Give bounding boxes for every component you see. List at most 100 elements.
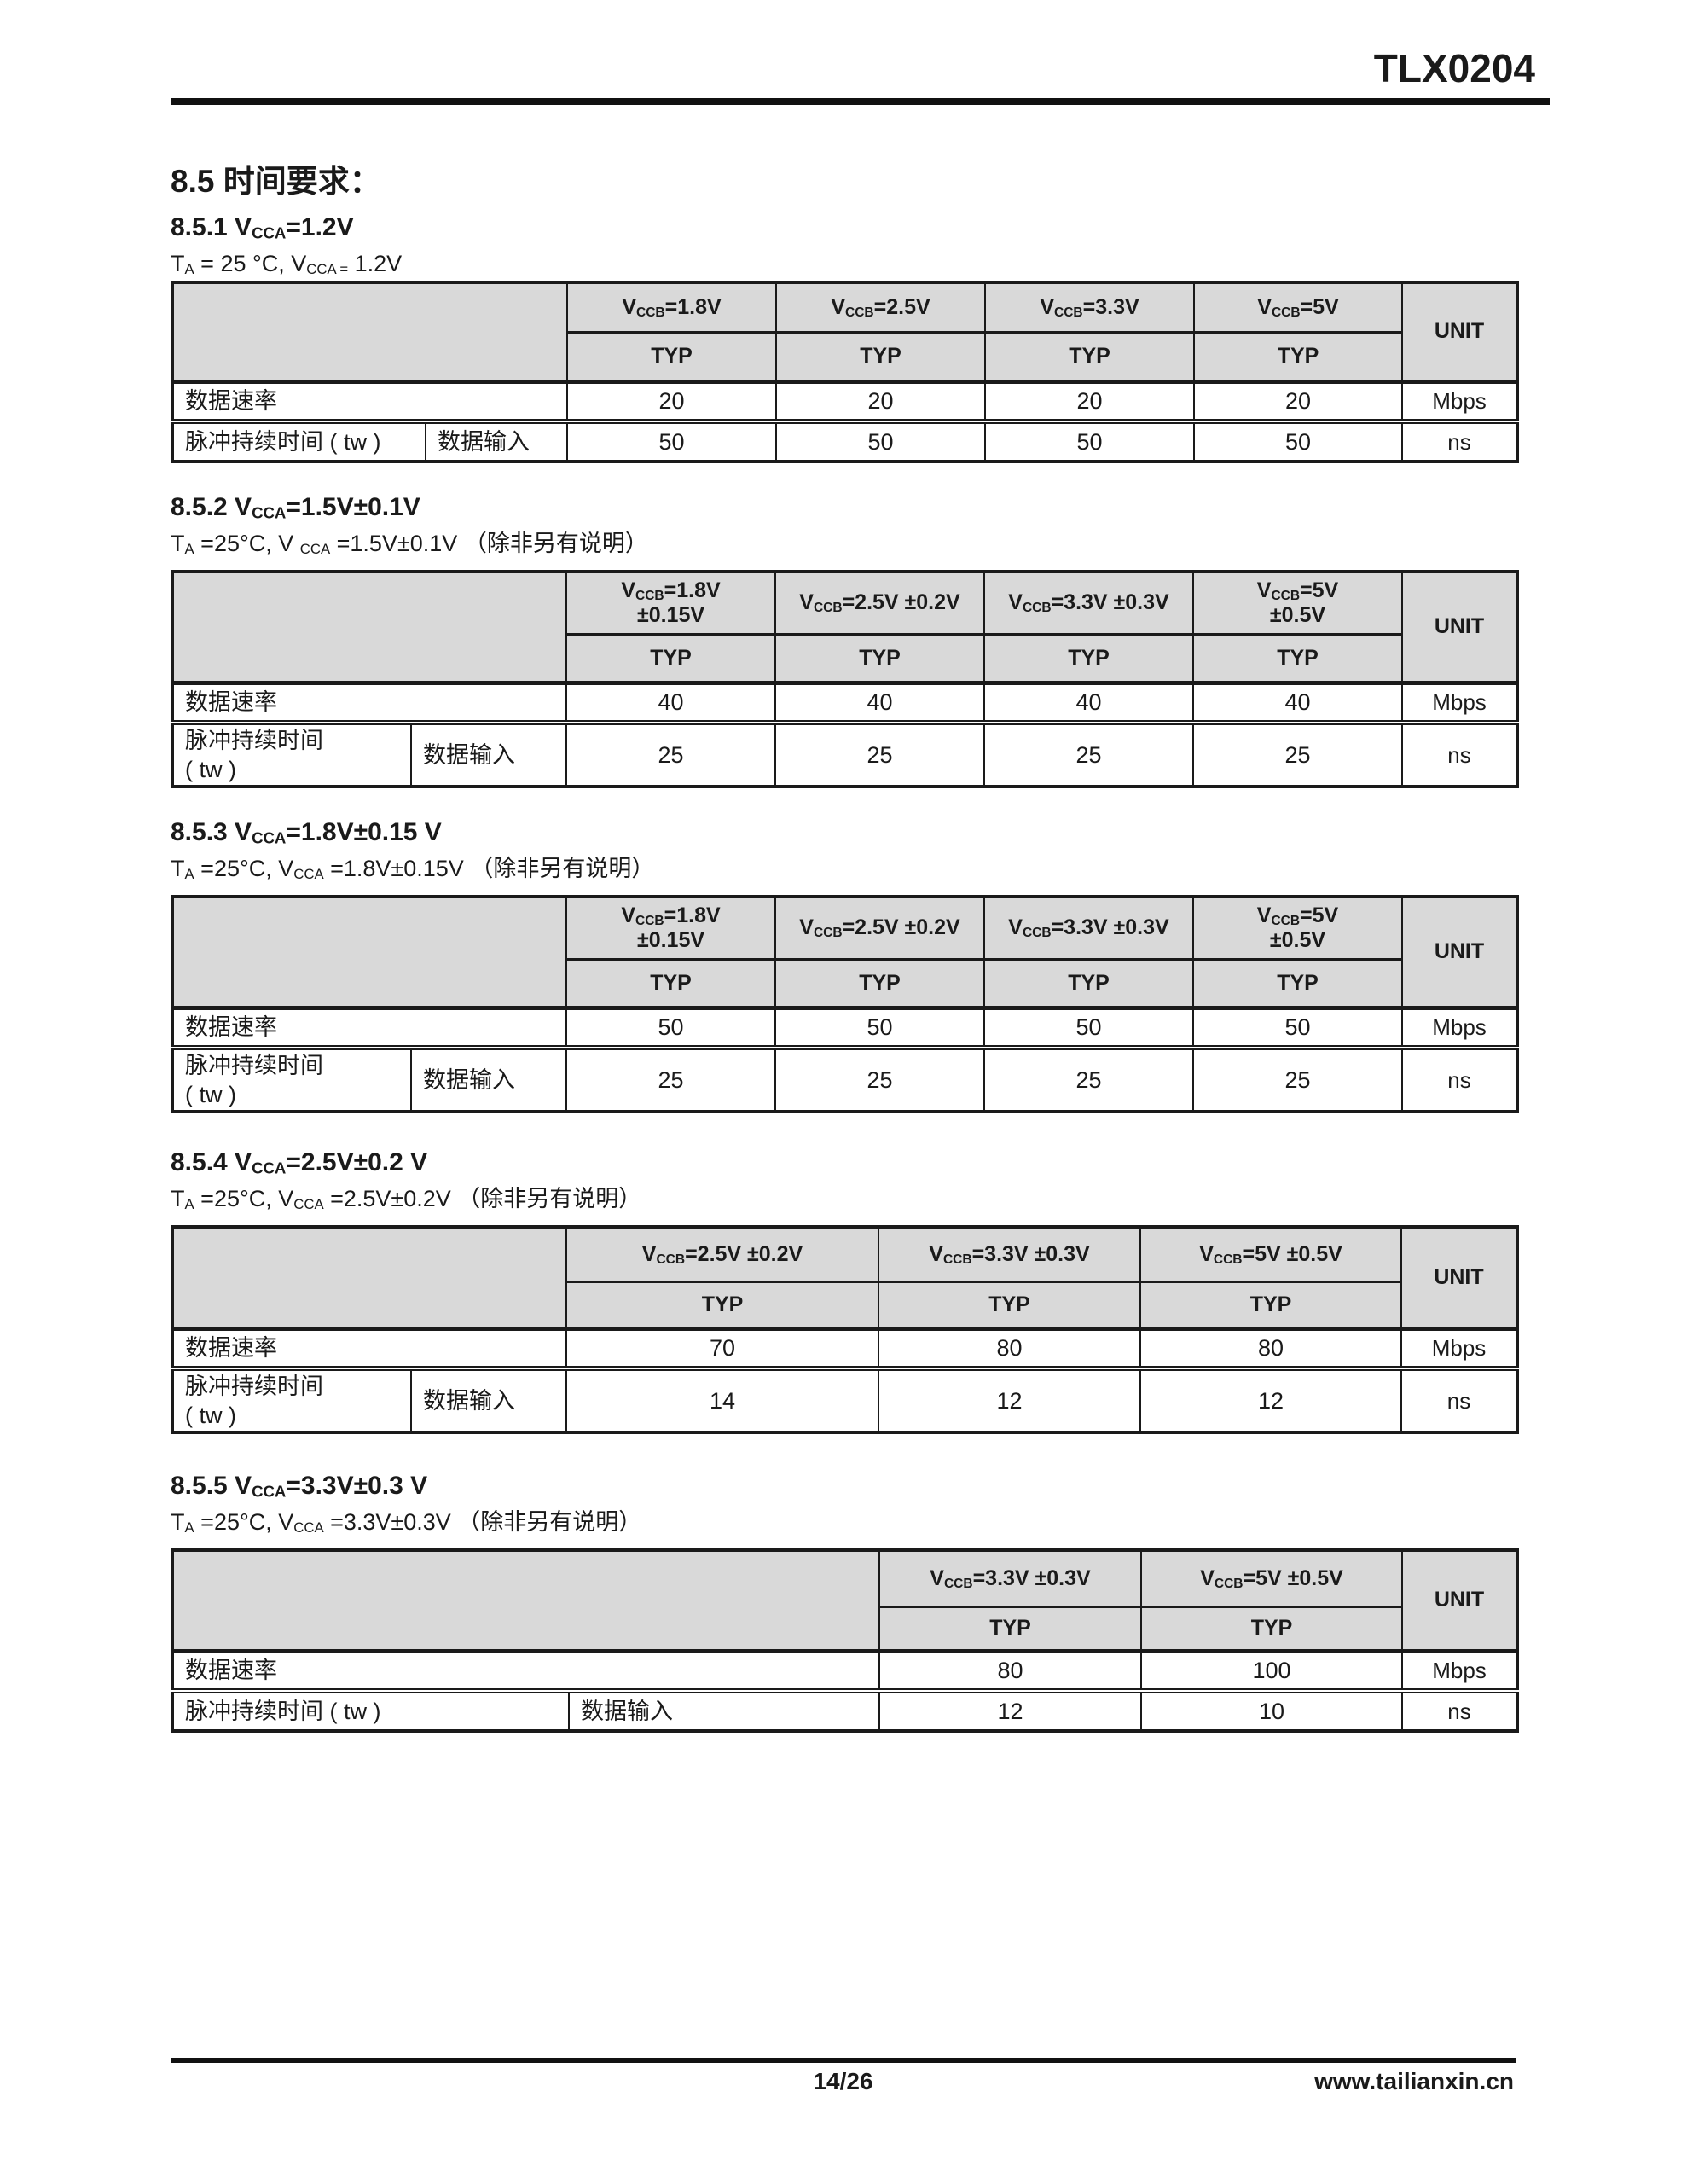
value-cell: 50 <box>983 1007 1194 1048</box>
condition-line: TA = 25 °C, VCCA = 1.2V <box>171 251 403 277</box>
value-cell: 50 <box>1193 419 1403 462</box>
value-cell: 50 <box>774 1007 985 1048</box>
value-cell: 20 <box>984 380 1195 422</box>
unit-cell: ns <box>1401 720 1518 787</box>
data-input-label: 数据输入 <box>410 1366 567 1433</box>
timing-table: VCCB=3.3V ±0.3V VCCB=5V ±0.5V UNIT TYP T… <box>171 1548 1519 1733</box>
vccb-column-header: VCCB=1.8V <box>566 282 777 334</box>
typ-header: TYP <box>983 633 1194 685</box>
section-8-5-1: 8.5.1 VCCA=1.2V TA = 25 °C, VCCA = 1.2V … <box>171 211 1550 463</box>
condition-line: TA =25°C, VCCA =3.3V±0.3V （除非另有说明） <box>171 1509 642 1536</box>
value-cell: 25 <box>565 720 776 787</box>
typ-header: TYP <box>1192 958 1403 1010</box>
typ-header: TYP <box>774 633 985 685</box>
unit-cell: ns <box>1401 1688 1518 1732</box>
value-cell: 25 <box>983 1045 1194 1112</box>
value-cell: 20 <box>1193 380 1403 422</box>
value-cell: 50 <box>565 1007 776 1048</box>
vccb-column-header: VCCB=3.3V ±0.3V <box>983 896 1194 961</box>
unit-cell: ns <box>1401 419 1518 462</box>
data-input-label: 数据输入 <box>568 1688 880 1732</box>
value-cell: 20 <box>566 380 777 422</box>
vccb-column-header: VCCB=5V ±0.5V <box>1192 896 1403 961</box>
value-cell: 80 <box>878 1327 1141 1369</box>
section-heading: 8.5.4 VCCA=2.5V±0.2 V <box>171 1148 428 1177</box>
unit-header: UNIT <box>1401 282 1518 384</box>
value-cell: 25 <box>565 1045 776 1112</box>
typ-header: TYP <box>878 1281 1141 1331</box>
value-cell: 20 <box>775 380 986 422</box>
timing-table: VCCB=1.8V ±0.15V VCCB=2.5V ±0.2V VCCB=3.3… <box>171 570 1519 788</box>
value-cell: 50 <box>984 419 1195 462</box>
vccb-column-header: VCCB=5V ±0.5V <box>1139 1226 1402 1283</box>
typ-header: TYP <box>565 958 776 1010</box>
value-cell: 10 <box>1140 1688 1403 1732</box>
data-rate-label: 数据速率 <box>171 682 567 723</box>
section-8-5-5: 8.5.5 VCCA=3.3V±0.3 V TA =25°C, VCCA =3.… <box>171 1469 1550 1733</box>
condition-line: TA =25°C, VCCA =2.5V±0.2V （除非另有说明） <box>171 1186 642 1212</box>
vccb-column-header: VCCB=2.5V ±0.2V <box>565 1226 879 1283</box>
data-rate-label: 数据速率 <box>171 1650 880 1692</box>
section-heading: 8.5.2 VCCA=1.5V±0.1V <box>171 493 420 522</box>
section-heading: 8.5.1 VCCA=1.2V <box>171 213 354 242</box>
unit-header: UNIT <box>1400 1226 1518 1331</box>
data-input-label: 数据输入 <box>410 720 567 787</box>
vccb-column-header: VCCB=5V <box>1193 282 1403 334</box>
unit-cell: Mbps <box>1401 380 1518 422</box>
unit-header: UNIT <box>1401 1549 1518 1653</box>
data-input-label: 数据输入 <box>425 419 568 462</box>
vccb-column-header: VCCB=3.3V <box>984 282 1195 334</box>
unit-cell: Mbps <box>1400 1327 1518 1369</box>
section-heading: 8.5.3 VCCA=1.8V±0.15 V <box>171 818 442 847</box>
pulse-width-label: 脉冲持续时间 ( tw ) <box>171 419 426 462</box>
pulse-width-label: 脉冲持续时间( tw ) <box>171 1045 412 1112</box>
value-cell: 12 <box>878 1366 1141 1433</box>
vccb-column-header: VCCB=2.5V ±0.2V <box>774 896 985 961</box>
value-cell: 25 <box>1192 720 1403 787</box>
value-cell: 12 <box>1139 1366 1402 1433</box>
unit-cell: ns <box>1401 1045 1518 1112</box>
value-cell: 50 <box>566 419 777 462</box>
corner-cell <box>171 1549 880 1653</box>
vccb-column-header: VCCB=3.3V ±0.3V <box>983 571 1194 636</box>
value-cell: 25 <box>774 1045 985 1112</box>
header-rule <box>171 98 1550 105</box>
unit-cell: ns <box>1400 1366 1518 1433</box>
doc-number: TLX0204 <box>1373 46 1535 90</box>
unit-header: UNIT <box>1401 896 1518 1010</box>
corner-cell <box>171 571 567 685</box>
value-cell: 12 <box>878 1688 1142 1732</box>
value-cell: 100 <box>1140 1650 1403 1692</box>
corner-cell <box>171 896 567 1010</box>
pulse-width-label: 脉冲持续时间( tw ) <box>171 1366 412 1433</box>
vccb-column-header: VCCB=1.8V ±0.15V <box>565 896 776 961</box>
vccb-column-header: VCCB=2.5V ±0.2V <box>774 571 985 636</box>
vccb-column-header: VCCB=5V ±0.5V <box>1192 571 1403 636</box>
website-link[interactable]: www.tailianxin.cn <box>1314 2068 1514 2094</box>
typ-header: TYP <box>984 331 1195 384</box>
unit-cell: Mbps <box>1401 1650 1518 1692</box>
typ-header: TYP <box>565 633 776 685</box>
footer-row: 14/26 www.tailianxin.cn <box>171 2068 1516 2099</box>
typ-header: TYP <box>566 331 777 384</box>
pulse-width-label: 脉冲持续时间( tw ) <box>171 720 412 787</box>
page-content: TLX0204 8.5 时间要求： 8.5.1 VCCA=1.2V TA = 2… <box>171 0 1550 1733</box>
condition-line: TA =25°C, V CCA =1.5V±0.1V （除非另有说明） <box>171 531 648 557</box>
section-8-5-4: 8.5.4 VCCA=2.5V±0.2 V TA =25°C, VCCA =2.… <box>171 1146 1550 1434</box>
vccb-column-header: VCCB=1.8V ±0.15V <box>565 571 776 636</box>
typ-header: TYP <box>1140 1606 1403 1653</box>
data-rate-label: 数据速率 <box>171 1007 567 1048</box>
value-cell: 50 <box>1192 1007 1403 1048</box>
typ-header: TYP <box>1139 1281 1402 1331</box>
page-footer: 14/26 www.tailianxin.cn <box>171 2058 1516 2099</box>
section-8-5-3: 8.5.3 VCCA=1.8V±0.15 V TA =25°C, VCCA =1… <box>171 816 1550 1113</box>
value-cell: 50 <box>775 419 986 462</box>
value-cell: 40 <box>1192 682 1403 723</box>
main-heading: 8.5 时间要求： <box>171 164 381 199</box>
page-number: 14/26 <box>813 2068 873 2094</box>
value-cell: 70 <box>565 1327 879 1369</box>
value-cell: 40 <box>983 682 1194 723</box>
unit-cell: Mbps <box>1401 1007 1518 1048</box>
value-cell: 80 <box>878 1650 1142 1692</box>
value-cell: 80 <box>1139 1327 1402 1369</box>
